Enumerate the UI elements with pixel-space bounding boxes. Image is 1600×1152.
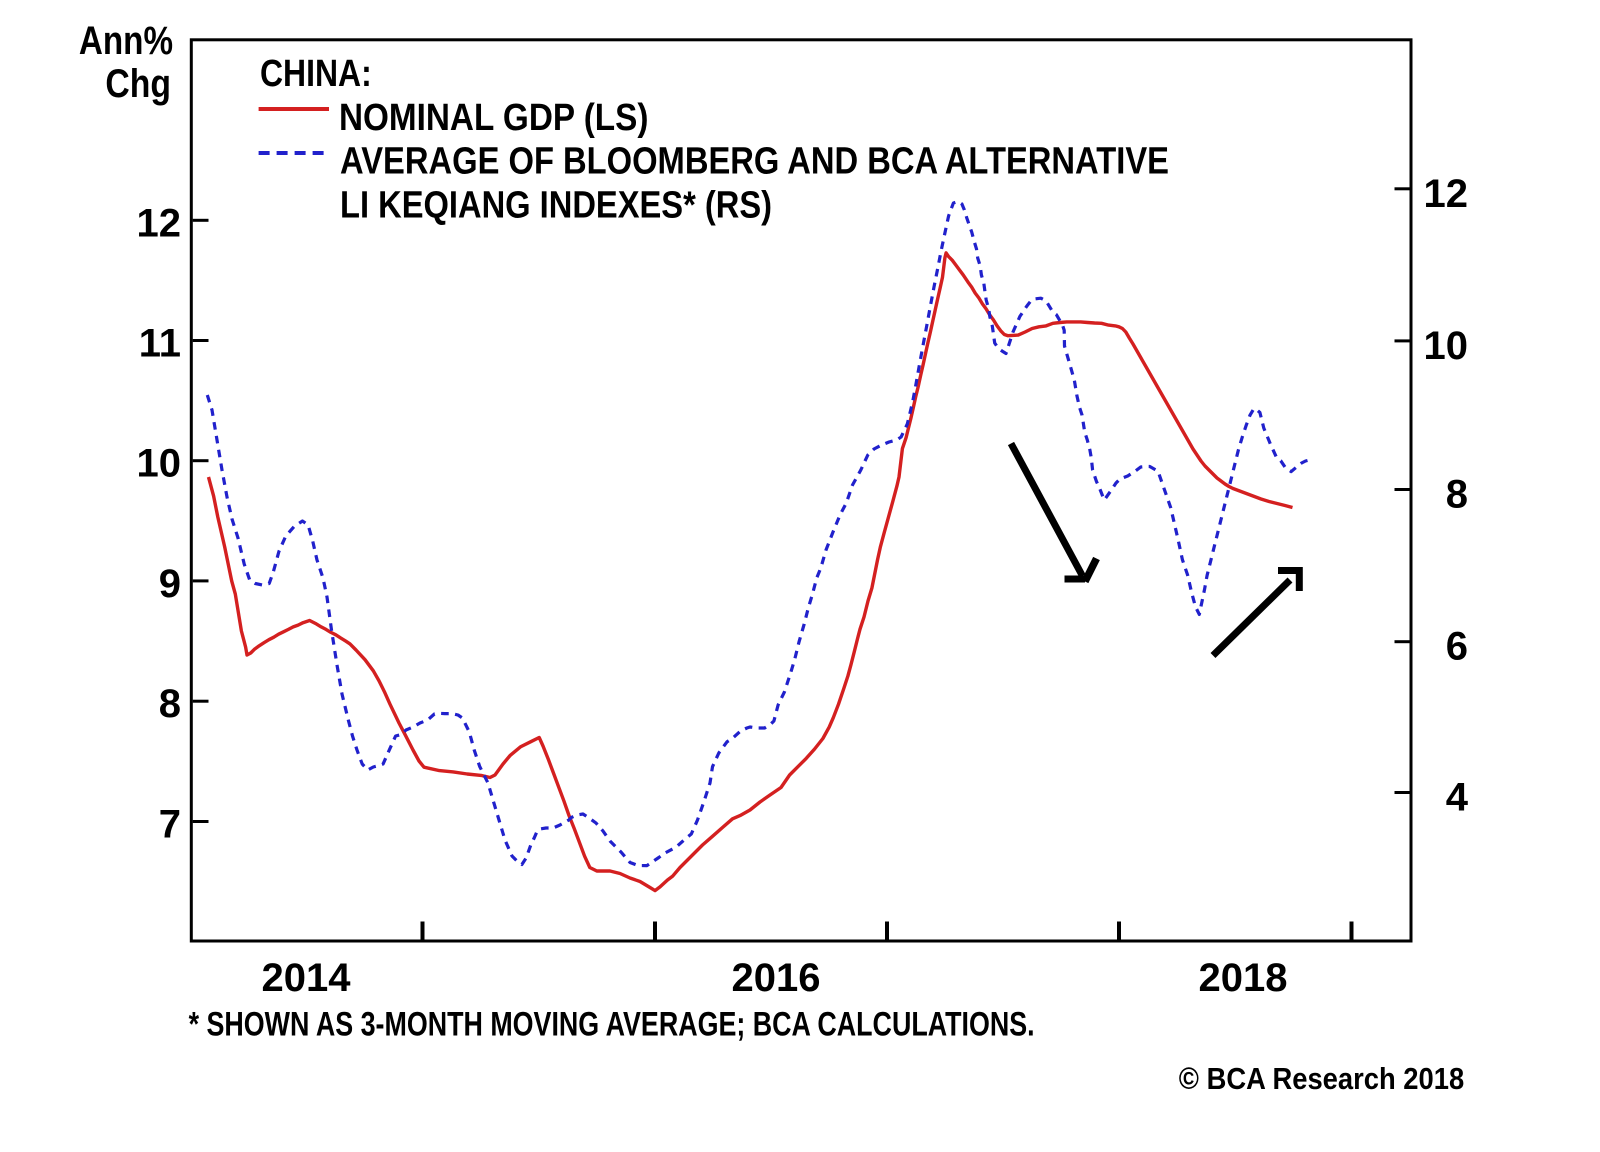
svg-text:4: 4	[1446, 776, 1469, 820]
svg-text:8: 8	[159, 682, 181, 726]
svg-text:10: 10	[137, 442, 182, 486]
svg-text:8: 8	[1446, 473, 1468, 517]
svg-text:Chg: Chg	[105, 62, 171, 106]
svg-text:NOMINAL GDP (LS): NOMINAL GDP (LS)	[339, 97, 648, 139]
svg-text:7: 7	[159, 803, 181, 847]
svg-text:* SHOWN AS 3-MONTH MOVING AVER: * SHOWN AS 3-MONTH MOVING AVERAGE; BCA C…	[189, 1006, 1035, 1044]
svg-text:CHINA:: CHINA:	[260, 53, 372, 95]
svg-text:Ann%: Ann%	[79, 19, 173, 63]
svg-text:2018: 2018	[1199, 956, 1288, 1000]
svg-text:9: 9	[159, 562, 181, 606]
svg-text:2014: 2014	[262, 956, 352, 1000]
svg-text:AVERAGE OF BLOOMBERG AND BCA A: AVERAGE OF BLOOMBERG AND BCA ALTERNATIVE	[340, 141, 1169, 183]
svg-text:11: 11	[139, 322, 181, 366]
svg-text:LI KEQIANG INDEXES* (RS): LI KEQIANG INDEXES* (RS)	[340, 185, 772, 227]
svg-text:12: 12	[1424, 172, 1469, 216]
svg-text:2016: 2016	[732, 956, 821, 1000]
svg-text:12: 12	[137, 201, 182, 245]
svg-text:© BCA Research 2018: © BCA Research 2018	[1179, 1061, 1464, 1096]
svg-text:10: 10	[1424, 324, 1469, 368]
svg-text:6: 6	[1446, 625, 1468, 669]
